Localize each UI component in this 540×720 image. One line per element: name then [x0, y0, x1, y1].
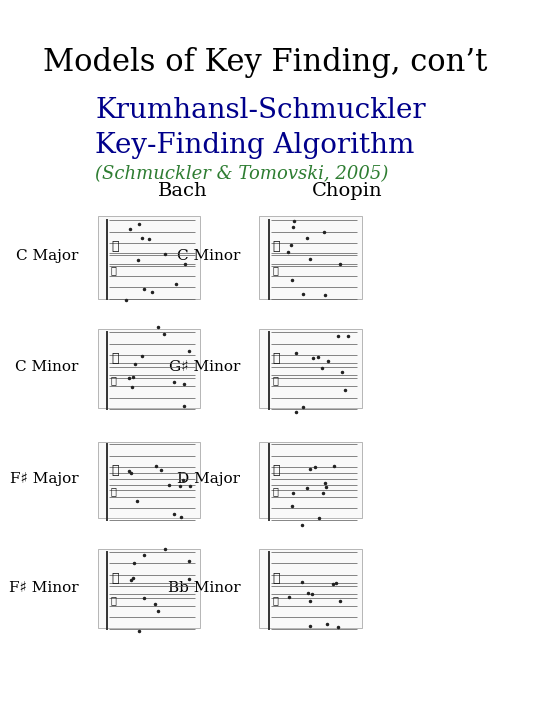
- Text: 𝄢: 𝄢: [111, 265, 117, 275]
- Text: 𝄞: 𝄞: [273, 464, 280, 477]
- Text: 𝄞: 𝄞: [273, 572, 280, 585]
- Text: Models of Key Finding, con’t: Models of Key Finding, con’t: [43, 47, 487, 78]
- Text: 𝄞: 𝄞: [273, 352, 280, 365]
- Text: (Schmuckler & Tomovski, 2005): (Schmuckler & Tomovski, 2005): [95, 165, 389, 183]
- Text: 𝄢: 𝄢: [273, 265, 279, 275]
- Text: Chopin: Chopin: [312, 182, 383, 200]
- Bar: [259, 216, 362, 299]
- Text: F♯ Major: F♯ Major: [10, 472, 78, 486]
- Text: Bb Minor: Bb Minor: [168, 581, 240, 595]
- Text: 𝄢: 𝄢: [273, 595, 279, 605]
- Text: 𝄢: 𝄢: [111, 595, 117, 605]
- Bar: [259, 329, 362, 408]
- Text: 𝄞: 𝄞: [111, 352, 118, 365]
- Text: Bach: Bach: [158, 182, 208, 200]
- Text: F♯ Minor: F♯ Minor: [9, 581, 78, 595]
- Text: C Minor: C Minor: [177, 248, 240, 263]
- Text: D Major: D Major: [177, 472, 240, 486]
- Bar: [98, 216, 200, 299]
- Text: 𝄢: 𝄢: [273, 375, 279, 385]
- Text: 𝄢: 𝄢: [273, 486, 279, 496]
- Text: 𝄞: 𝄞: [111, 572, 118, 585]
- Bar: [259, 549, 362, 628]
- Text: G♯ Minor: G♯ Minor: [169, 360, 240, 374]
- Bar: [98, 442, 200, 518]
- Text: 𝄞: 𝄞: [111, 240, 118, 253]
- Bar: [259, 442, 362, 518]
- Text: Key-Finding Algorithm: Key-Finding Algorithm: [95, 132, 415, 159]
- Text: 𝄢: 𝄢: [111, 375, 117, 385]
- Text: C Major: C Major: [16, 248, 78, 263]
- Text: 𝄞: 𝄞: [273, 240, 280, 253]
- Text: C Minor: C Minor: [15, 360, 78, 374]
- Text: 𝄢: 𝄢: [111, 486, 117, 496]
- Bar: [98, 329, 200, 408]
- Bar: [98, 549, 200, 628]
- Text: Krumhansl-Schmuckler: Krumhansl-Schmuckler: [95, 97, 426, 125]
- Text: 𝄞: 𝄞: [111, 464, 118, 477]
